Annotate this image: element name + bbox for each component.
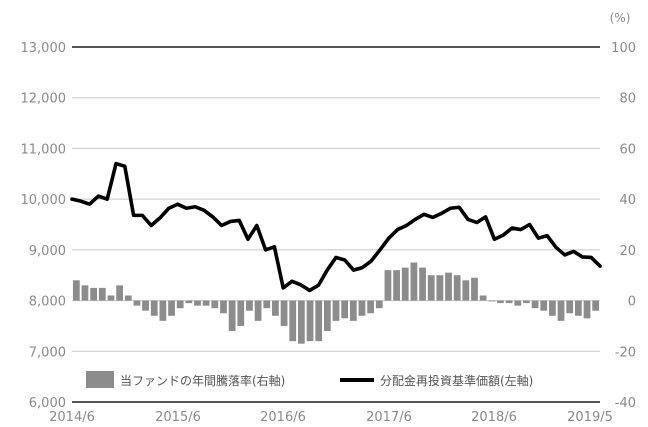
bar xyxy=(462,280,470,301)
bar xyxy=(531,300,539,309)
x-tick-label: 2015/6 xyxy=(155,410,201,425)
legend-bar-swatch xyxy=(86,371,114,388)
left-tick-label: 8,000 xyxy=(29,295,66,310)
left-tick-label: 10,000 xyxy=(21,193,67,208)
bar xyxy=(150,300,158,316)
bar xyxy=(574,300,582,316)
bar xyxy=(427,275,435,301)
right-tick-label: -20 xyxy=(615,345,636,360)
legend-line-label: 分配金再投資基準価額(左軸) xyxy=(380,373,533,388)
bar xyxy=(557,300,565,321)
bar xyxy=(289,300,297,342)
bar xyxy=(497,300,504,304)
bar xyxy=(358,300,366,316)
bar xyxy=(523,300,530,304)
left-tick-label: 11,000 xyxy=(21,142,67,157)
x-axis-ticks: 2014/6 2015/6 2016/6 2017/6 2018/6 2019/5 xyxy=(49,410,613,425)
bar xyxy=(72,280,80,301)
bar xyxy=(505,300,513,304)
bar xyxy=(592,300,600,311)
bar xyxy=(263,300,271,309)
right-tick-label: 20 xyxy=(619,244,636,259)
bar xyxy=(315,300,323,342)
bar xyxy=(488,300,496,302)
bar xyxy=(176,300,184,309)
bar xyxy=(566,300,574,314)
bar xyxy=(228,300,236,331)
x-tick-label: 2014/6 xyxy=(49,410,95,425)
bar xyxy=(98,287,106,301)
left-tick-label: 12,000 xyxy=(21,92,67,107)
bar xyxy=(116,285,123,301)
left-tick-label: 13,000 xyxy=(21,41,67,56)
right-tick-label: 100 xyxy=(611,41,636,56)
bar xyxy=(298,300,305,344)
bar xyxy=(375,300,383,309)
bar xyxy=(367,300,374,314)
right-tick-label: 40 xyxy=(619,193,636,208)
right-axis-ticks: 100 80 60 40 20 0 -20 -40 xyxy=(611,41,636,411)
bar xyxy=(280,300,288,326)
bar xyxy=(410,262,418,301)
bar xyxy=(202,300,210,306)
right-tick-label: 60 xyxy=(619,142,636,157)
right-tick-label: 0 xyxy=(628,295,636,310)
bar xyxy=(341,300,349,319)
bar xyxy=(384,270,392,301)
bar xyxy=(514,300,522,306)
bar xyxy=(246,300,253,311)
bar xyxy=(272,300,279,316)
bar xyxy=(393,270,400,301)
bar-series xyxy=(72,262,600,344)
x-tick-label: 2018/6 xyxy=(471,410,517,425)
right-tick-label: 80 xyxy=(619,92,636,107)
bar xyxy=(419,267,426,301)
right-axis-unit: (%) xyxy=(610,11,631,25)
bar xyxy=(168,300,175,316)
bar xyxy=(323,300,331,331)
bar xyxy=(401,267,409,301)
legend-bar-label: 当ファンドの年間騰落率(右軸) xyxy=(120,373,285,388)
bar xyxy=(306,300,314,342)
bar xyxy=(436,275,444,301)
bar xyxy=(254,300,262,321)
bar xyxy=(540,300,548,311)
bar xyxy=(211,300,219,309)
bar xyxy=(445,272,452,301)
bar xyxy=(349,300,357,321)
x-tick-label: 2017/6 xyxy=(366,410,412,425)
bar xyxy=(332,300,340,321)
bar xyxy=(133,300,141,306)
bar xyxy=(583,300,591,319)
x-tick-label: 2016/6 xyxy=(260,410,306,425)
bar xyxy=(453,275,461,301)
bar xyxy=(107,295,115,301)
line-series-nav xyxy=(70,161,602,293)
bar xyxy=(142,300,149,311)
left-axis-ticks: 13,000 12,000 11,000 10,000 9,000 8,000 7,000 6… xyxy=(21,41,67,411)
right-tick-label: -40 xyxy=(615,396,636,411)
bar xyxy=(159,300,167,321)
bar xyxy=(237,300,245,326)
x-tick-label: 2019/5 xyxy=(567,410,613,425)
left-tick-label: 6,000 xyxy=(29,396,66,411)
bar xyxy=(124,295,132,301)
bar xyxy=(194,300,201,306)
bar xyxy=(81,285,89,301)
bar xyxy=(185,300,193,304)
legend: 当ファンドの年間騰落率(右軸) 分配金再投資基準価額(左軸) xyxy=(86,371,533,388)
bar xyxy=(479,295,487,301)
bar xyxy=(220,300,227,314)
left-tick-label: 7,000 xyxy=(29,345,66,360)
bar xyxy=(90,287,98,301)
bar xyxy=(549,300,556,316)
left-tick-label: 9,000 xyxy=(29,244,66,259)
bar xyxy=(471,277,478,301)
